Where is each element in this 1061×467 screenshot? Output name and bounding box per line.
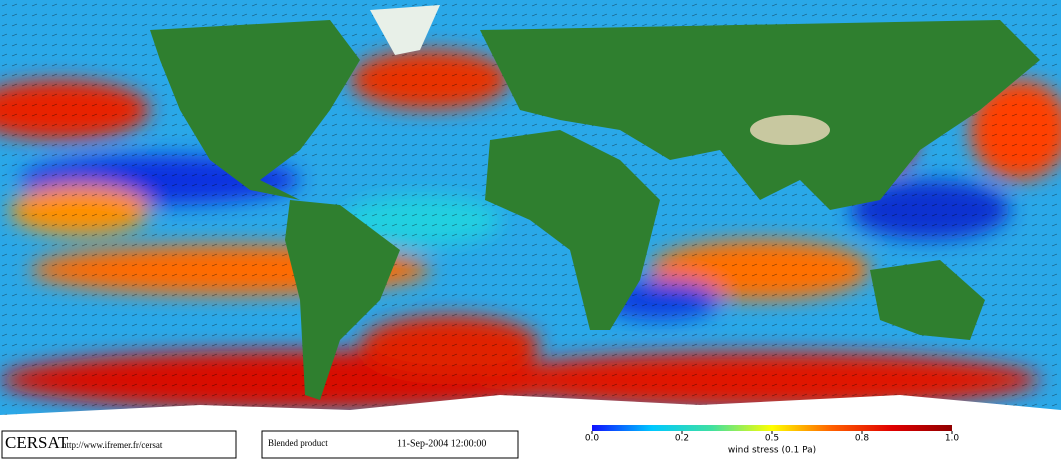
logo: CERSAT bbox=[5, 433, 69, 452]
colorbar-label: wind stress (0.1 Pa) bbox=[728, 446, 816, 456]
logo-box bbox=[1, 430, 237, 459]
product: Blended product bbox=[268, 438, 328, 448]
colorbar-tick-label: 0.2 bbox=[675, 434, 689, 444]
land bbox=[0, 5, 1061, 428]
colorbar-tick-label: 1.0 bbox=[945, 434, 960, 444]
colorbar-tick-label: 0.8 bbox=[855, 434, 870, 444]
datetime: 11-Sep-2004 12:00:00 bbox=[397, 438, 486, 449]
product-box bbox=[261, 430, 519, 459]
colorbar bbox=[592, 425, 952, 431]
colorbar-ticks: 0.0 0.2 0.5 0.8 1.0 bbox=[585, 431, 960, 444]
url: http://www.ifremer.fr/cersat bbox=[62, 440, 163, 450]
colorbar-tick-label: 0.0 bbox=[585, 434, 600, 444]
colorbar-tick-label: 0.5 bbox=[765, 434, 779, 444]
